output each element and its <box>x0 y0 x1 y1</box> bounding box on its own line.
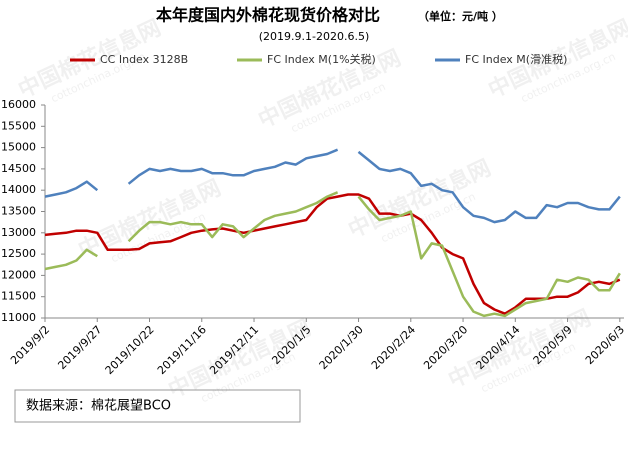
unit-label: （单位：元/吨 ） <box>418 9 503 23</box>
x-tick-label: 2019/9/27 <box>55 323 104 372</box>
source: 数据来源：棉花展望BCO <box>26 398 171 414</box>
y-tick-label: 11500 <box>1 290 36 303</box>
subtitle: (2019.9.1-2020.6.5) <box>259 30 370 43</box>
y-tick-label: 11000 <box>1 311 36 324</box>
y-tick-label: 14000 <box>1 183 36 196</box>
legend-label: FC Index M(1%关税) <box>267 52 376 66</box>
y-tick-label: 13000 <box>1 226 36 239</box>
x-tick-label: 2020/2/24 <box>369 323 418 372</box>
series-line <box>44 191 621 318</box>
source-box <box>14 389 301 423</box>
legend-label: CC Index 3128B <box>100 53 188 66</box>
series-line <box>44 148 621 224</box>
y-tick-label: 15000 <box>1 141 36 154</box>
chart-title: 本年度国内外棉花现货价格对比 <box>156 6 380 25</box>
series-line <box>44 193 621 315</box>
x-tick-label: 2020/1/30 <box>317 323 366 372</box>
legend-label: FC Index M(滑准税) <box>465 52 567 66</box>
y-tick-label: 12500 <box>1 247 36 260</box>
x-tick-label: 2019/10/22 <box>103 323 157 377</box>
y-tick-label: 13500 <box>1 205 36 218</box>
y-tick-label: 16000 <box>1 98 36 111</box>
y-tick-label: 14500 <box>1 162 36 175</box>
x-tick-label: 2019/9/2 <box>8 323 52 367</box>
y-tick-label: 12000 <box>1 268 36 281</box>
y-tick-label: 15500 <box>1 119 36 132</box>
